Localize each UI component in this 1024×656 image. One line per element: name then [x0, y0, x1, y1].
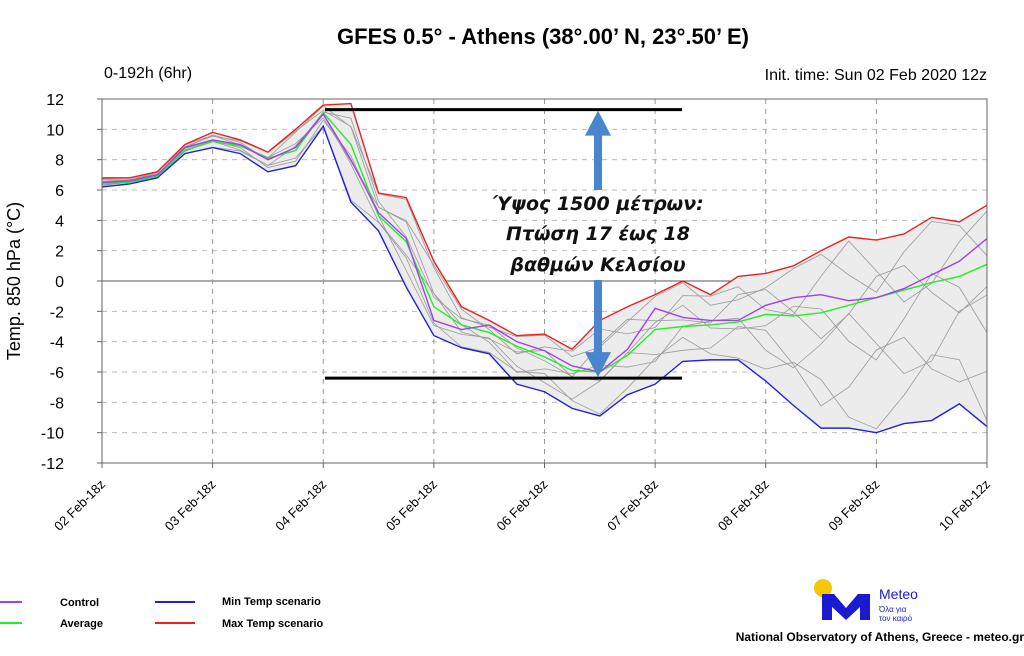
logo-tagline-1: Όλα για [878, 605, 907, 614]
forecast-range-label: 0-192h (6hr) [104, 65, 192, 82]
x-tick-label: 07 Feb-18z [604, 477, 661, 534]
legend-label-control: Control [60, 597, 99, 609]
x-tick-label: 02 Feb-18z [51, 477, 108, 534]
x-tick-label: 10 Feb-12z [936, 477, 993, 534]
y-tick-label: 4 [55, 213, 64, 230]
legend-label-min: Min Temp scenario [222, 596, 321, 608]
y-tick-label: 2 [55, 244, 64, 261]
logo-name: Meteo [879, 586, 918, 602]
y-tick-label: -8 [50, 395, 64, 412]
annotation-line-1: Ύψος 1500 μέτρων: [492, 193, 703, 215]
arrow-up-icon [585, 110, 611, 190]
logo-tagline-2: τον καιρό [879, 614, 913, 623]
series-line-max-temp-scenario [102, 102, 988, 351]
x-tick-label: 03 Feb-18z [162, 477, 219, 534]
x-tick-label: 04 Feb-18z [272, 477, 329, 534]
y-tick-label: 0 [55, 274, 64, 291]
series-lines [101, 102, 988, 434]
legend-label-max: Max Temp scenario [222, 618, 324, 630]
legend-label-average: Average [60, 618, 103, 630]
ensemble-member-line [101, 113, 988, 375]
y-tick-label: 10 [46, 122, 64, 139]
x-tick-label: 06 Feb-18z [494, 477, 551, 534]
series-line-control [101, 112, 988, 373]
logo-sun-icon [814, 579, 832, 597]
ensemble-member-line [101, 111, 988, 378]
y-tick-label: 12 [46, 92, 64, 109]
y-tick-label: 6 [55, 183, 64, 200]
arrow-down-icon [585, 280, 611, 378]
y-tick-label: 8 [55, 153, 64, 170]
footer-credit: National Observatory of Athens, Greece -… [736, 630, 1024, 644]
y-tick-label: -4 [50, 335, 64, 352]
logo-m-icon [822, 594, 870, 620]
y-tick-label: -2 [50, 304, 64, 321]
legend: Control Average Min Temp scenario Max Te… [0, 596, 324, 630]
init-time-label: Init. time: Sun 02 Feb 2020 12z [765, 67, 987, 84]
annotation-line-2: Πτώση 17 έως 18 [506, 223, 690, 245]
annotation: Ύψος 1500 μέτρων: Πτώση 17 έως 18 βαθμών… [325, 108, 704, 380]
y-tick-label: -10 [41, 426, 64, 443]
ensemble-member-line [101, 119, 988, 407]
x-tick-label: 08 Feb-18z [715, 477, 772, 534]
meteo-logo: Meteo Όλα για τον καιρό [814, 579, 918, 623]
series-line-min-temp-scenario [101, 124, 988, 434]
annotation-line-3: βαθμών Κελσίου [509, 254, 685, 276]
y-tick-labels: 12 10 8 6 4 2 0 -2 -4 -6 -8 -10 -12 [41, 92, 102, 473]
chart-title: GFES 0.5° - Athens (38°.00’ N, 23°.50’ E… [337, 24, 749, 49]
x-tick-label: 09 Feb-18z [825, 477, 882, 534]
y-axis-label: Temp. 850 hPa (°C) [4, 202, 24, 360]
ensemble-member-line [101, 125, 988, 430]
x-tick-labels: 02 Feb-18z 03 Feb-18z 04 Feb-18z 05 Feb-18z… [51, 463, 993, 534]
x-tick-label: 05 Feb-18z [383, 477, 440, 534]
y-tick-label: -12 [41, 456, 64, 473]
y-tick-label: -6 [50, 365, 64, 382]
